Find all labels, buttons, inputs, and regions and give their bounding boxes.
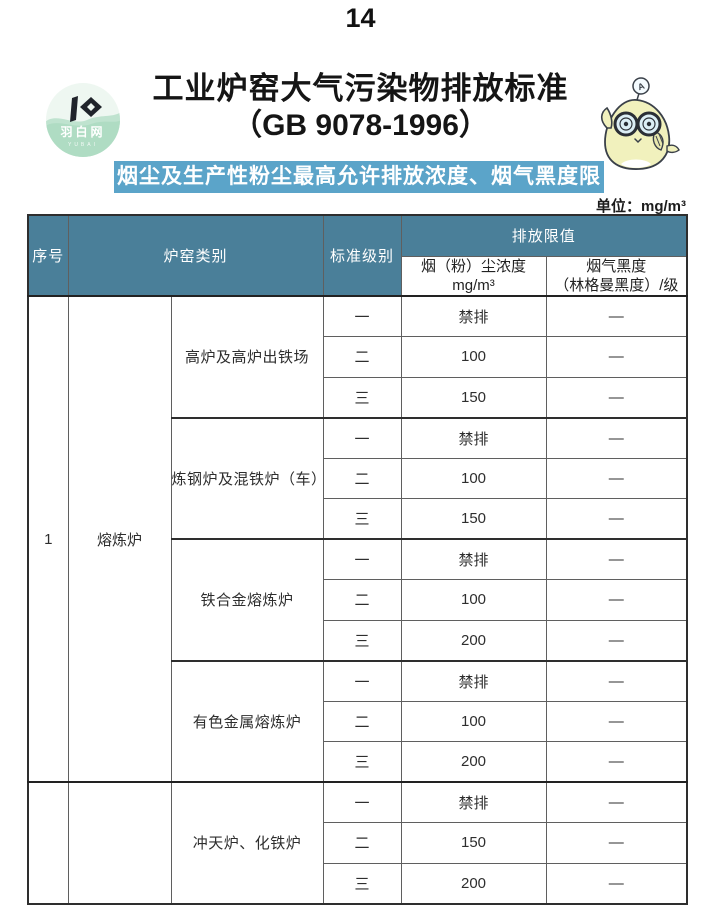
blackness-limit-cell: —: [545, 416, 688, 459]
svg-text:YUBAI: YUBAI: [68, 142, 98, 148]
dust-limit-cell: 100: [400, 336, 547, 378]
table-row: 二 150—: [28, 822, 688, 864]
dust-limit-cell: 150: [400, 498, 547, 540]
title-line-1: 工业炉窑大气污染物排放标准: [152, 71, 569, 106]
blackness-limit-cell: —: [545, 538, 688, 580]
standard-level-cell: 一: [322, 659, 402, 702]
yubai-logo-icon: 羽白网 YUBAI: [46, 83, 120, 157]
unit-label: 单位：mg/m³: [595, 198, 686, 215]
blackness-limit-cell: —: [545, 498, 688, 540]
dust-limit-cell: 禁排: [400, 416, 547, 459]
dust-limit-cell: 禁排: [400, 781, 547, 823]
furnace-category-cell: 熔炼炉: [67, 295, 172, 783]
page-number: 14: [0, 3, 721, 34]
standard-level-cell: 三: [322, 376, 402, 418]
dust-limit-cell: 禁排: [400, 659, 547, 702]
blackness-limit-cell: —: [545, 295, 688, 337]
header-col-level: 标准级别: [322, 214, 402, 297]
furnace-type-cell: 有色金属熔炼炉: [170, 659, 324, 783]
table-row: 三 150—: [28, 376, 688, 418]
row-index-cell: 1: [27, 295, 69, 783]
page-number-value: 14: [341, 3, 379, 34]
blackness-limit-cell: —: [545, 457, 688, 499]
table-row: 有色金属熔炼炉一禁排 —: [28, 659, 688, 783]
standards-table: 序号 炉窑类别 标准级别 排放限值 烟（粉）尘浓度 mg/m³ 烟气黑度 （林格…: [27, 214, 689, 905]
table-row: 三 200—: [28, 862, 688, 904]
row-index-cell: [27, 781, 69, 904]
dust-limit-cell: 200: [400, 741, 547, 783]
table-row: 炼钢炉及混铁炉（车）一禁排 —: [28, 416, 688, 540]
blackness-limit-cell: —: [545, 579, 688, 621]
blackness-limit-cell: —: [545, 376, 688, 418]
furnace-type-cell: 冲天炉、化铁炉: [170, 781, 324, 904]
table-row: 三 150—: [28, 498, 688, 540]
dust-limit-cell: 150: [400, 376, 547, 418]
standard-level-cell: 二: [322, 700, 402, 742]
dust-limit-cell: 200: [400, 862, 547, 904]
furnace-type-cell: 铁合金熔炼炉: [170, 538, 324, 661]
table-row: 三 200—: [28, 619, 688, 661]
furnace-type-cell: 高炉及高炉出铁场: [170, 295, 324, 418]
svg-text:A: A: [636, 80, 646, 92]
chick-mascot-icon: A: [593, 76, 683, 182]
table-row: 二 100—: [28, 457, 688, 499]
standard-level-cell: 二: [322, 579, 402, 621]
title-line-2: （GB 9078-1996）: [232, 109, 489, 142]
blackness-limit-cell: —: [545, 862, 688, 904]
dust-limit-cell: 100: [400, 579, 547, 621]
dust-limit-cell: 100: [400, 457, 547, 499]
standard-level-cell: 三: [322, 862, 402, 904]
document-title: 工业炉窑大气污染物排放标准 （GB 9078-1996）: [0, 70, 721, 144]
standard-level-cell: 一: [322, 295, 402, 337]
blackness-limit-cell: —: [545, 700, 688, 742]
table-row: 冲天炉、化铁炉一禁排 —: [27, 781, 688, 904]
standard-level-cell: 二: [322, 336, 402, 378]
furnace-type-cell: 炼钢炉及混铁炉（车）: [170, 416, 324, 540]
dust-limit-cell: 150: [400, 822, 547, 864]
dust-limit-cell: 200: [400, 619, 547, 661]
header-col-category: 炉窑类别: [67, 214, 324, 297]
standard-level-cell: 二: [322, 457, 402, 499]
blackness-limit-cell: —: [545, 619, 688, 661]
table-row: 铁合金熔炼炉一禁排 —: [28, 538, 688, 661]
header-col-dust: 烟（粉）尘浓度 mg/m³: [400, 255, 547, 297]
blackness-limit-cell: —: [545, 781, 688, 823]
svg-text:羽白网: 羽白网: [60, 124, 105, 139]
standard-level-cell: 一: [322, 416, 402, 459]
section-banner: 烟尘及生产性粉尘最高允许排放浓度、烟气黑度限值: [114, 161, 604, 220]
dust-limit-cell: 禁排: [400, 538, 547, 580]
standard-level-cell: 三: [322, 619, 402, 661]
blackness-limit-cell: —: [545, 336, 688, 378]
standard-level-cell: 三: [322, 741, 402, 783]
table-row: 二 100—: [28, 700, 688, 742]
blackness-limit-cell: —: [545, 822, 688, 864]
standard-level-cell: 三: [322, 498, 402, 540]
blackness-limit-cell: —: [545, 741, 688, 783]
blackness-limit-cell: —: [545, 659, 688, 702]
furnace-category-cell: [67, 781, 172, 904]
standards-table-wrap: 序号 炉窑类别 标准级别 排放限值 烟（粉）尘浓度 mg/m³ 烟气黑度 （林格…: [27, 214, 689, 905]
table-row: 1 熔炼炉 高炉及高炉出铁场一禁排 —: [27, 295, 688, 783]
dust-limit-cell: 禁排: [400, 295, 547, 337]
yubai-logo: 羽白网 YUBAI: [45, 82, 121, 158]
standard-level-cell: 二: [322, 822, 402, 864]
standard-level-cell: 一: [322, 781, 402, 823]
header-col-limits: 排放限值: [400, 214, 688, 257]
table-row: 二 100—: [28, 579, 688, 621]
header-col-blackness: 烟气黑度 （林格曼黑度）/级: [545, 255, 688, 297]
table-body: 1 熔炼炉 高炉及高炉出铁场一禁排 — 二 100— 三 150— 炼钢炉及混铁炉（车）一禁排 —…: [27, 295, 688, 904]
standard-level-cell: 一: [322, 538, 402, 580]
dust-limit-cell: 100: [400, 700, 547, 742]
header-col-index: 序号: [27, 214, 69, 297]
